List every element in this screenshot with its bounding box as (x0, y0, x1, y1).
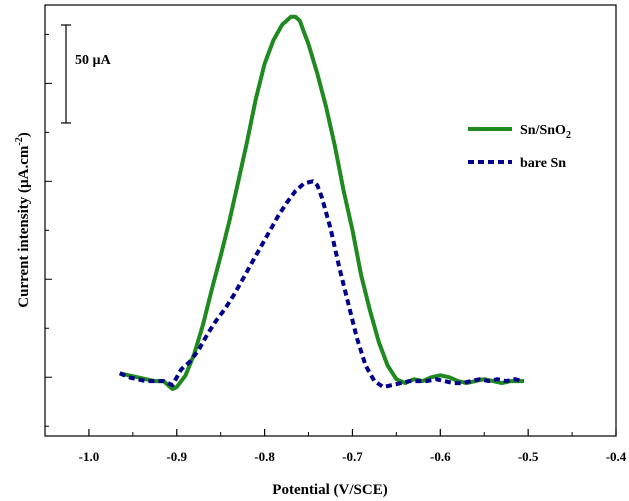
series-layer (118, 14, 525, 391)
y-axis-title-close: ) (16, 132, 32, 137)
legend-label-sn-sno2-sub: 2 (566, 130, 571, 141)
x-tick-label: -0.5 (518, 449, 539, 464)
x-axis-title: Potential (V/SCE) (272, 482, 387, 498)
y-axis-ticks (45, 33, 52, 427)
legend: Sn/SnO2 bare Sn (468, 123, 571, 171)
legend-label-sn-sno2: Sn/SnO2 (520, 123, 571, 141)
y-axis-title: Current intensity (µA.cm-2) (14, 132, 32, 307)
x-tick-label: -0.4 (606, 449, 627, 464)
y-axis-title-sup: -2 (14, 137, 25, 145)
x-tick-label: -0.7 (342, 449, 363, 464)
plot-frame (44, 4, 617, 437)
series-line-sn-sno2 (119, 14, 524, 391)
x-tick-label: -1.0 (79, 449, 100, 464)
scale-bar: 50 µA (61, 24, 112, 124)
y-axis-title-main: Current intensity (µA.cm (16, 145, 32, 308)
x-axis-ticks: -1.0 -0.9 -0.8 -0.7 -0.6 -0.5 -0.4 (79, 429, 627, 464)
x-tick-label: -0.9 (166, 449, 187, 464)
scale-bar-label: 50 µA (75, 53, 112, 68)
legend-label-sn-sno2-main: Sn/SnO (520, 123, 566, 138)
legend-label-bare-sn: bare Sn (520, 156, 566, 171)
series-line-bare-sn (118, 179, 525, 389)
x-tick-label: -0.8 (254, 449, 275, 464)
x-tick-label: -0.6 (430, 449, 451, 464)
